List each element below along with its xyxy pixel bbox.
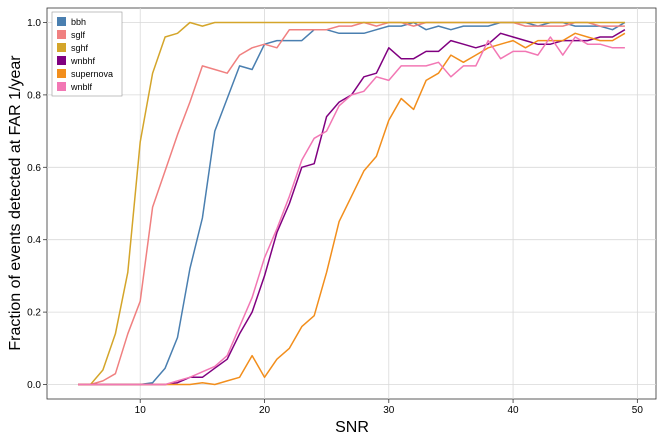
legend-label-supernova: supernova xyxy=(71,69,113,79)
series-line-wnblf xyxy=(78,36,625,386)
legend-swatch-bbh xyxy=(57,17,66,26)
x-tick-label: 30 xyxy=(383,405,395,416)
legend-swatch-wnblf xyxy=(57,82,66,91)
legend-swatch-sglf xyxy=(57,30,66,39)
legend-swatch-wnbhf xyxy=(57,56,66,65)
x-axis-label: SNR xyxy=(335,419,369,436)
x-tick-label: 20 xyxy=(259,405,271,416)
x-tick-label: 10 xyxy=(135,405,147,416)
y-tick-label: 0.2 xyxy=(27,308,41,319)
legend-label-sghf: sghf xyxy=(71,43,89,53)
legend: bbh sglf sghf wnbhf supernova wnblf xyxy=(51,11,123,97)
y-tick-label: 1.0 xyxy=(27,18,41,29)
y-axis-label: Fraction of events detected at FAR 1/yea… xyxy=(7,55,24,351)
y-tick-label: 0.4 xyxy=(27,235,41,246)
y-tick-label: 0.6 xyxy=(27,163,41,174)
series-line-sghf xyxy=(78,21,625,386)
series-line-sglf xyxy=(78,21,625,386)
ticks: 10 20 30 40 50 0.0 0.2 0.4 0.6 0.8 1.0 xyxy=(27,18,643,416)
x-tick-label: 40 xyxy=(508,405,520,416)
y-tick-label: 0.8 xyxy=(27,90,41,101)
legend-label-sglf: sglf xyxy=(71,30,86,40)
series-group xyxy=(78,21,626,386)
legend-swatch-sghf xyxy=(57,43,66,52)
legend-swatch-supernova xyxy=(57,69,66,78)
legend-label-wnblf: wnblf xyxy=(70,82,93,92)
y-tick-label: 0.0 xyxy=(27,380,41,391)
legend-label-wnbhf: wnbhf xyxy=(70,56,96,66)
legend-label-bbh: bbh xyxy=(71,17,86,27)
series-line-bbh xyxy=(78,21,626,386)
plot-area xyxy=(46,7,657,400)
x-tick-label: 50 xyxy=(632,405,644,416)
series-line-supernova xyxy=(78,32,626,386)
